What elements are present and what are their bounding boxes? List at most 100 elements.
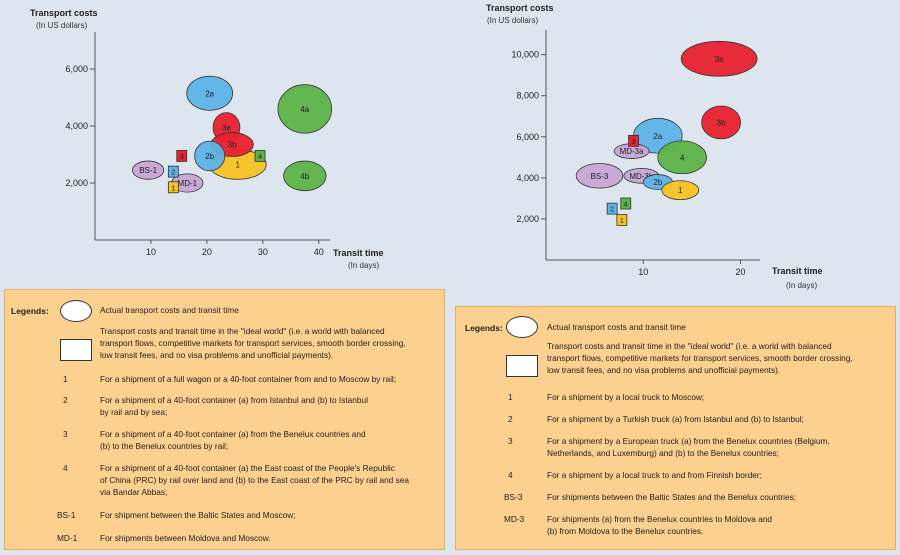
legend-key: 3: [63, 429, 68, 439]
actual-ellipse-bs-3: [575, 163, 624, 189]
left-chart: Transport costs (In US dollars) Transit …: [30, 8, 384, 270]
legend-item-text: For shipment between the Baltic States a…: [100, 510, 296, 520]
actual-label: MD-3a: [620, 147, 645, 156]
y-tick-label: 10,000: [511, 50, 539, 60]
legend-key: 4: [63, 463, 68, 473]
ideal-square-1: [616, 214, 628, 226]
ideal-label: 1: [171, 183, 175, 192]
actual-label: 3a: [715, 55, 724, 64]
legend-ellipse-symbol: [60, 300, 92, 322]
actual-ellipse-2b: [194, 140, 226, 172]
legend-key: 2: [63, 395, 68, 405]
legend-item-text: For a shipment of a 40-foot container (a…: [100, 463, 395, 473]
legend-ideal-line: Transport costs and transit time in the …: [100, 326, 385, 336]
actual-ellipse-3a: [680, 40, 758, 77]
y-tick-label: 2,000: [65, 178, 88, 188]
y-axis-unit: (In US dollars): [487, 16, 538, 25]
legend-item-text: For shipments (a) from the Benelux count…: [547, 514, 773, 524]
ideal-label: 3: [631, 137, 635, 146]
legend-item-text: For a shipment by a European truck (a) f…: [547, 436, 830, 446]
ideal-label: 2: [610, 205, 614, 214]
legend-ideal-line: low transit fees, and no visa problems a…: [100, 350, 334, 360]
legend-key: MD-1: [57, 533, 78, 543]
legend-actual-text: Actual transport costs and transit time: [547, 322, 686, 332]
legend-item-text: For a shipment by a Turkish truck (a) fr…: [547, 414, 804, 424]
legend-actual-text: Actual transport costs and transit time: [100, 305, 239, 315]
legend-square-symbol: [60, 339, 92, 361]
y-axis-unit: (In US dollars): [36, 21, 87, 30]
ideal-square-2: [606, 202, 618, 215]
actual-ellipse-4a: [277, 84, 333, 134]
legend-ideal-line: transport flows, competitive markets for…: [547, 353, 853, 363]
ideal-label: 4: [258, 152, 262, 161]
y-tick-label: 2,000: [516, 214, 539, 224]
legend-item-text: (b) to the Benelux countries by rail;: [100, 441, 229, 451]
ideal-label: 3: [180, 152, 184, 161]
legend-ellipse-symbol: [506, 316, 538, 338]
legend-item-text: For a shipment of a 40-foot container (a…: [100, 395, 368, 405]
legend-item-text: by rail and by sea;: [100, 407, 168, 417]
legend-square-symbol: [506, 355, 538, 377]
ideal-label: 4: [624, 200, 628, 209]
legend-item-text: For shipments between Moldova and Moscow…: [100, 533, 271, 543]
actual-label: 1: [235, 160, 240, 169]
y-tick-label: 8,000: [516, 91, 539, 101]
x-axis-unit: (In days): [348, 261, 379, 270]
actual-label: MD-1: [178, 179, 198, 188]
legend-item-text: via Bandar Abbas;: [100, 487, 168, 497]
actual-ellipse-bs-1: [132, 160, 165, 180]
ideal-square-2: [167, 165, 179, 178]
legend-key: 3: [508, 436, 513, 446]
actual-label: 4: [680, 153, 685, 162]
ideal-label: 2: [171, 168, 175, 177]
ideal-square-3: [176, 150, 188, 162]
x-tick-label: 10: [638, 267, 648, 277]
legend-key: BS-1: [57, 510, 76, 520]
actual-ellipse-4: [657, 140, 707, 175]
x-tick-label: 20: [736, 267, 746, 277]
legend-key: 4: [508, 470, 513, 480]
actual-label: 1: [678, 186, 683, 195]
legend-title: Legends:: [11, 306, 49, 316]
actual-label: 2b: [205, 152, 214, 161]
y-axis-title: Transport costs: [30, 8, 98, 18]
x-tick-label: 40: [314, 247, 324, 257]
actual-label: 3b: [717, 118, 726, 127]
legend-item-text: For a shipment by a local truck to and f…: [547, 470, 762, 480]
legend-item-text: Netherlands, and Luxemburg) and (b) to t…: [547, 448, 779, 458]
legend-item-text: (b) from Moldova to the Benelux countrie…: [547, 526, 704, 536]
legend-item-text: For a shipment of a 40-foot container (a…: [100, 429, 366, 439]
x-tick-label: 30: [258, 247, 268, 257]
legend-left: Legends: Actual transport costs and tran…: [4, 289, 445, 550]
ideal-square-3: [628, 134, 639, 147]
x-axis-title: Transit time: [772, 266, 823, 276]
actual-ellipse-4b: [283, 160, 327, 192]
legend-key: 1: [63, 374, 68, 384]
legend-item-text: For a shipment of a full wagon or a 40-f…: [100, 374, 397, 384]
x-tick-label: 20: [202, 247, 212, 257]
actual-label: 2a: [205, 89, 214, 98]
ideal-square-1: [167, 181, 179, 194]
actual-ellipse-2a: [186, 75, 234, 111]
legend-key: 1: [508, 392, 513, 402]
actual-label: 3a: [222, 123, 231, 132]
actual-label: BS-3: [591, 172, 609, 181]
ideal-label: 1: [620, 216, 624, 225]
right-chart: Transport costs (In US dollars) Transit …: [486, 3, 823, 290]
ideal-square-4: [254, 150, 266, 162]
actual-label: 3b: [228, 141, 237, 150]
y-tick-label: 4,000: [65, 121, 88, 131]
actual-label: 2a: [653, 132, 662, 141]
legend-item-text: of China (PRC) by rail over land and (b)…: [100, 475, 409, 485]
legend-right: Legends: Actual transport costs and tran…: [455, 306, 896, 550]
x-tick-label: 10: [146, 247, 156, 257]
actual-label: 4b: [300, 172, 309, 181]
ideal-square-4: [620, 197, 632, 210]
legend-key: 2: [508, 414, 513, 424]
legend-item-text: For a shipment by a local truck to Mosco…: [547, 392, 705, 402]
actual-ellipse-1: [661, 180, 700, 201]
legend-title: Legends:: [465, 323, 503, 333]
x-axis-title: Transit time: [333, 248, 384, 258]
legend-key: MD-3: [504, 514, 525, 524]
legend-key: BS-3: [504, 492, 523, 502]
